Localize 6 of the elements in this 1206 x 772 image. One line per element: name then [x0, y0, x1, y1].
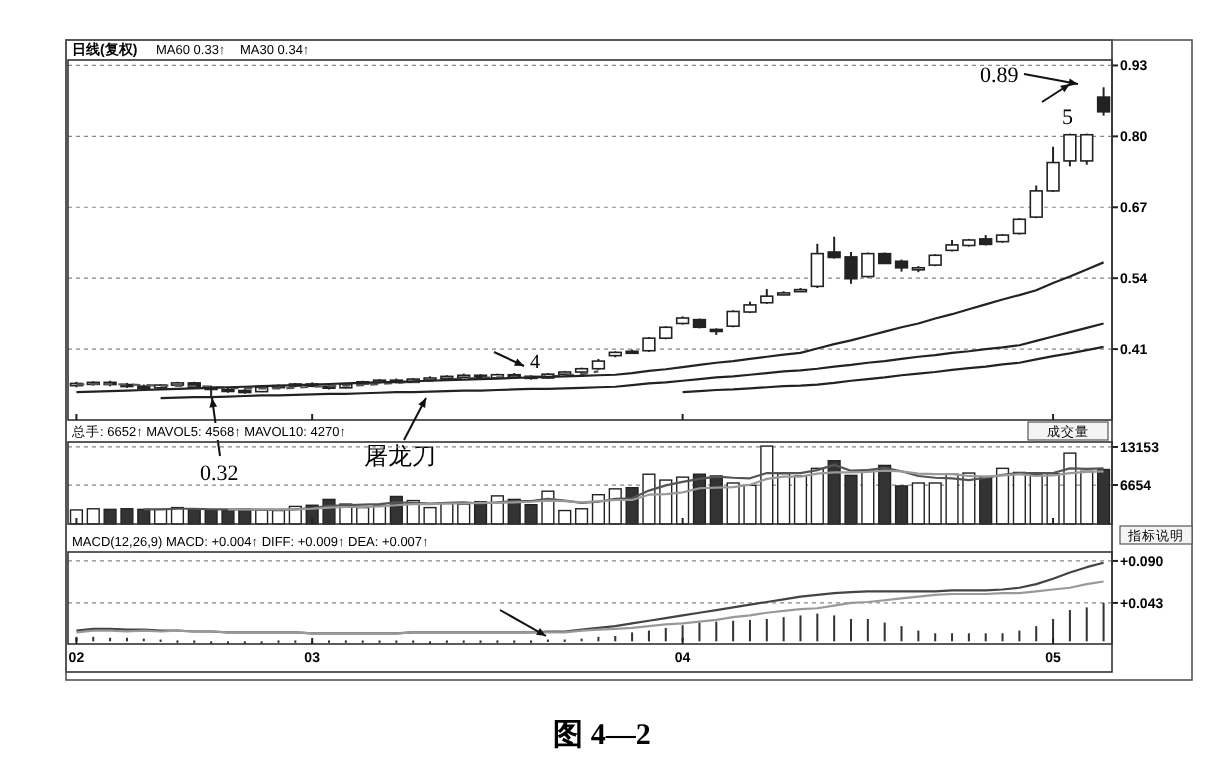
caption: 图 4—2	[553, 720, 651, 752]
annotation: 0.32	[200, 462, 239, 486]
annotation: 0.89	[980, 64, 1020, 88]
annotation: 5	[1062, 106, 1074, 130]
annotation: 4	[530, 352, 540, 374]
annotation: 屠龙刀	[364, 442, 436, 470]
